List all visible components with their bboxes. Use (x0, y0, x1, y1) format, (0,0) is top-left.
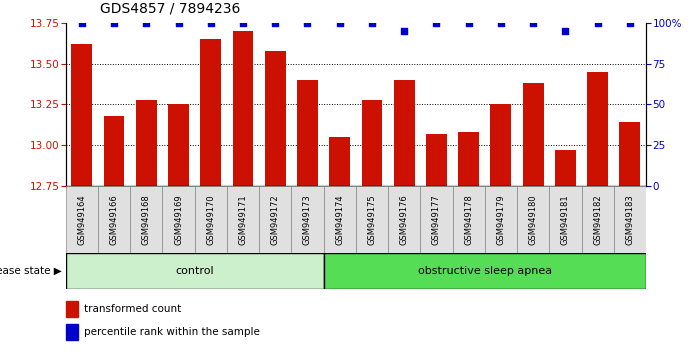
Text: GSM949171: GSM949171 (238, 194, 247, 245)
Point (238, 20, 249, 26)
Bar (549, 186, 582, 253)
Text: percentile rank within the sample: percentile rank within the sample (84, 327, 260, 337)
Bar (517, 186, 549, 253)
Bar (394, 80, 415, 186)
Point (431, 20, 442, 26)
Text: GDS4857 / 7894236: GDS4857 / 7894236 (100, 2, 240, 16)
Bar (104, 116, 124, 186)
Text: GSM949178: GSM949178 (464, 194, 473, 245)
Text: GSM949173: GSM949173 (303, 194, 312, 245)
Bar (522, 83, 544, 186)
Bar (227, 186, 259, 253)
Bar (323, 186, 356, 253)
Point (528, 20, 539, 26)
Text: control: control (176, 266, 214, 276)
Bar (388, 186, 420, 253)
Bar (420, 186, 453, 253)
Text: GSM949177: GSM949177 (432, 194, 441, 245)
Point (205, 20, 216, 26)
Text: GSM949166: GSM949166 (109, 194, 119, 245)
Point (334, 20, 346, 26)
Bar (619, 122, 641, 186)
Bar (614, 186, 646, 253)
Text: transformed count: transformed count (84, 304, 181, 314)
Bar (66, 186, 98, 253)
Bar (162, 186, 195, 253)
Point (625, 20, 636, 26)
Text: GSM949182: GSM949182 (593, 194, 603, 245)
Text: GSM949179: GSM949179 (496, 194, 506, 245)
Bar (587, 72, 608, 186)
Text: GSM949164: GSM949164 (77, 194, 86, 245)
Bar (98, 186, 130, 253)
Point (495, 20, 507, 26)
Point (399, 28, 410, 34)
Bar (195, 186, 227, 253)
Text: GSM949174: GSM949174 (335, 194, 344, 245)
Bar (582, 186, 614, 253)
Point (269, 20, 281, 26)
Bar (426, 134, 447, 186)
Bar (130, 186, 162, 253)
Point (366, 20, 377, 26)
Text: obstructive sleep apnea: obstructive sleep apnea (418, 266, 552, 276)
Bar (356, 186, 388, 253)
Text: GSM949181: GSM949181 (561, 194, 570, 245)
Text: GSM949180: GSM949180 (529, 194, 538, 245)
Bar (259, 186, 292, 253)
Text: GSM949169: GSM949169 (174, 194, 183, 245)
Text: GSM949183: GSM949183 (625, 194, 634, 245)
Bar (329, 137, 350, 186)
Point (76, 20, 87, 26)
Point (592, 20, 603, 26)
Bar (232, 31, 254, 186)
Bar (361, 99, 382, 186)
Text: GSM949170: GSM949170 (206, 194, 216, 245)
Text: GSM949176: GSM949176 (399, 194, 409, 245)
Bar (200, 39, 221, 186)
Bar (453, 186, 485, 253)
Bar (297, 80, 318, 186)
Text: GSM949168: GSM949168 (142, 194, 151, 245)
Bar (485, 186, 517, 253)
Point (302, 20, 313, 26)
Bar (555, 150, 576, 186)
Bar (491, 104, 511, 186)
Bar (265, 51, 285, 186)
Bar (458, 132, 479, 186)
Bar (71, 44, 93, 186)
Bar (168, 104, 189, 186)
Point (141, 20, 152, 26)
Text: GSM949172: GSM949172 (271, 194, 280, 245)
Point (463, 20, 474, 26)
Text: disease state ▶: disease state ▶ (0, 266, 62, 276)
Point (108, 20, 120, 26)
Text: GSM949175: GSM949175 (368, 194, 377, 245)
Point (173, 20, 184, 26)
Bar (66, 253, 323, 289)
Bar (292, 186, 323, 253)
Point (560, 28, 571, 34)
Bar (323, 253, 646, 289)
Bar (135, 99, 157, 186)
